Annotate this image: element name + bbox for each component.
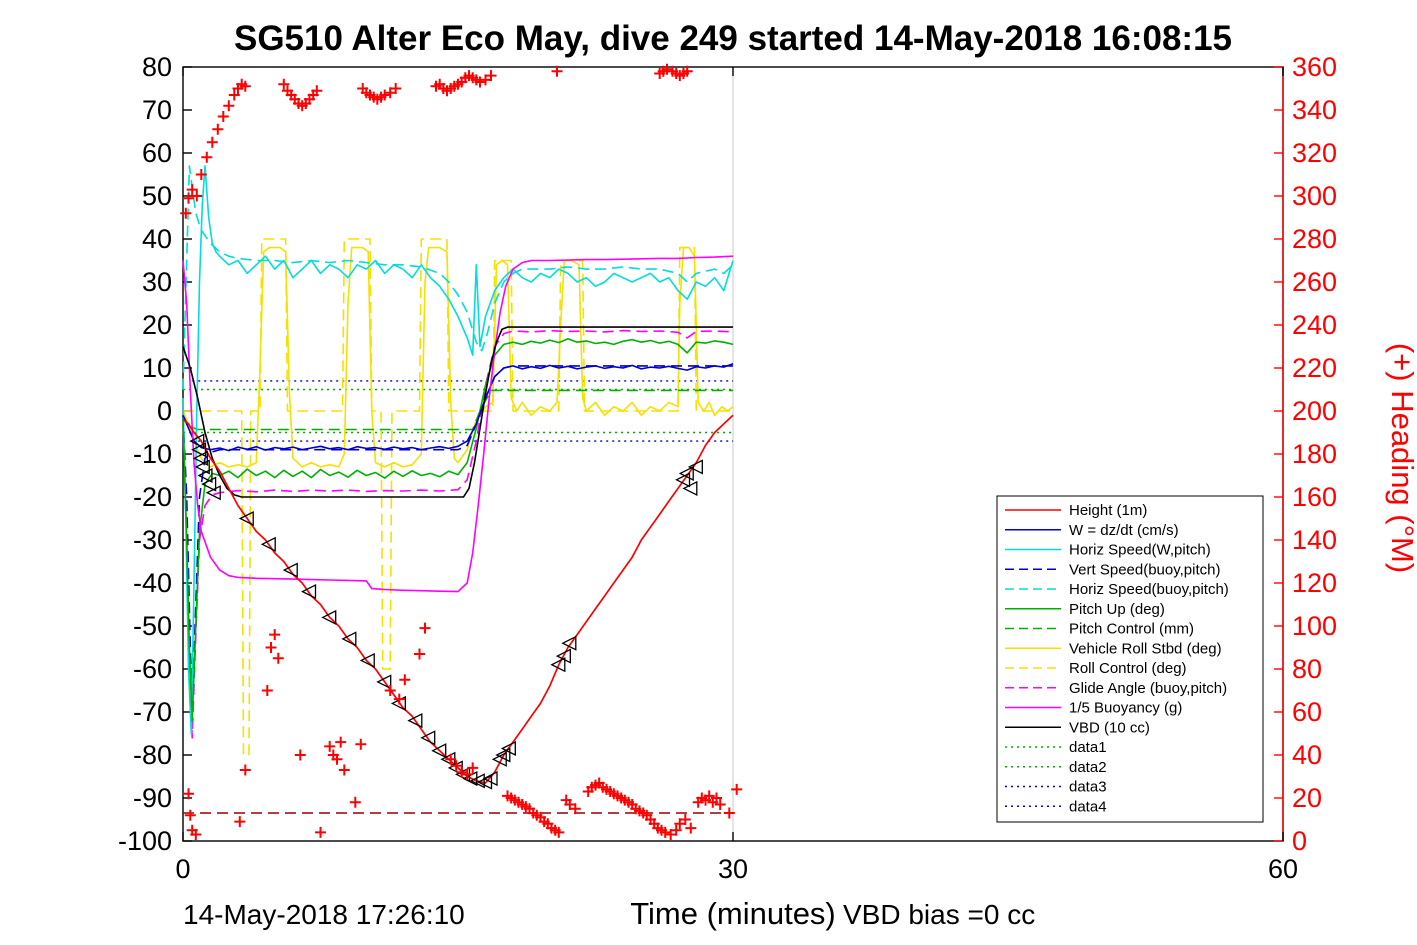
x-axis-label: Time (minutes) [630, 896, 836, 931]
legend-entry: Horiz Speed(buoy,pitch) [1069, 581, 1229, 598]
svg-text:20: 20 [1292, 783, 1322, 813]
legend-entry: Pitch Control (mm) [1069, 621, 1194, 638]
series-vbd [182, 326, 733, 498]
svg-text:100: 100 [1292, 611, 1337, 641]
svg-text:20: 20 [142, 310, 172, 340]
series-roll [182, 246, 734, 468]
svg-text:-10: -10 [133, 439, 172, 469]
legend-entry: W = dz/dt (cm/s) [1069, 522, 1179, 539]
axes: 80706050403020100-10-20-30-40-50-60-70-8… [118, 52, 1337, 884]
svg-text:340: 340 [1292, 95, 1337, 125]
legend-entry: data3 [1069, 779, 1107, 796]
svg-text:30: 30 [142, 267, 172, 297]
legend-entry: Vert Speed(buoy,pitch) [1069, 561, 1220, 578]
series-pitch_control [182, 389, 733, 431]
svg-text:220: 220 [1292, 353, 1337, 383]
legend: Height (1m) W = dz/dt (cm/s) Horiz Speed(W… [996, 495, 1264, 823]
svg-text:60: 60 [1268, 854, 1298, 884]
series-horiz_speed_w [182, 165, 734, 735]
chart-title: SG510 Alter Eco May, dive 249 started 14… [234, 19, 1232, 58]
svg-text:60: 60 [142, 138, 172, 168]
plot-layers: 80706050403020100-10-20-30-40-50-60-70-8… [118, 52, 1337, 884]
heading-scatter [180, 63, 743, 840]
svg-text:10: 10 [142, 353, 172, 383]
svg-text:300: 300 [1292, 181, 1337, 211]
height-markers [189, 433, 703, 790]
dive-end-timestamp: 14-May-2018 17:26:10 [183, 899, 465, 930]
legend-entry: data4 [1069, 798, 1107, 815]
right-axis-label: (+) Heading (°M) [1385, 343, 1417, 573]
svg-text:0: 0 [175, 854, 190, 884]
series-pitch_up [182, 337, 734, 722]
svg-text:180: 180 [1292, 439, 1337, 469]
series-lines [182, 165, 734, 814]
svg-text:-20: -20 [133, 482, 172, 512]
svg-text:280: 280 [1292, 224, 1337, 254]
legend-entry: Glide Angle (buoy,pitch) [1069, 680, 1227, 697]
series-horiz_speed_buoy [182, 165, 734, 390]
legend-entry: data2 [1069, 759, 1107, 776]
legend-entry: Horiz Speed(W,pitch) [1069, 542, 1211, 559]
series-buoyancy [182, 255, 734, 593]
svg-text:-100: -100 [118, 826, 172, 856]
legend-entry: data1 [1069, 739, 1107, 756]
legend-entry: Roll Control (deg) [1069, 660, 1187, 677]
svg-text:70: 70 [142, 95, 172, 125]
svg-text:260: 260 [1292, 267, 1337, 297]
series-w_dzdt [182, 362, 734, 452]
svg-text:-60: -60 [133, 654, 172, 684]
svg-text:0: 0 [157, 396, 172, 426]
svg-text:-90: -90 [133, 783, 172, 813]
series-glide_angle [182, 329, 734, 739]
svg-text:120: 120 [1292, 568, 1337, 598]
legend-entry: Pitch Up (deg) [1069, 601, 1165, 618]
svg-text:0: 0 [1292, 826, 1307, 856]
svg-text:80: 80 [142, 52, 172, 82]
svg-text:140: 140 [1292, 525, 1337, 555]
svg-text:200: 200 [1292, 396, 1337, 426]
svg-text:-30: -30 [133, 525, 172, 555]
svg-text:-40: -40 [133, 568, 172, 598]
svg-text:50: 50 [142, 181, 172, 211]
svg-text:40: 40 [1292, 740, 1322, 770]
legend-entry: Vehicle Roll Stbd (deg) [1069, 640, 1222, 657]
svg-text:60: 60 [1292, 697, 1322, 727]
svg-text:240: 240 [1292, 310, 1337, 340]
svg-text:80: 80 [1292, 654, 1322, 684]
series-roll_control [183, 238, 733, 756]
legend-entry: 1/5 Buoyancy (g) [1069, 700, 1182, 717]
svg-text:160: 160 [1292, 482, 1337, 512]
legend-entry: VBD (10 cc) [1069, 719, 1150, 736]
legend-entry: Height (1m) [1069, 502, 1147, 519]
svg-text:320: 320 [1292, 138, 1337, 168]
svg-text:30: 30 [718, 854, 748, 884]
svg-text:-80: -80 [133, 740, 172, 770]
vbd-bias-note: VBD bias =0 cc [843, 899, 1035, 930]
svg-text:-70: -70 [133, 697, 172, 727]
svg-text:40: 40 [142, 224, 172, 254]
svg-text:360: 360 [1292, 52, 1337, 82]
svg-text:-50: -50 [133, 611, 172, 641]
